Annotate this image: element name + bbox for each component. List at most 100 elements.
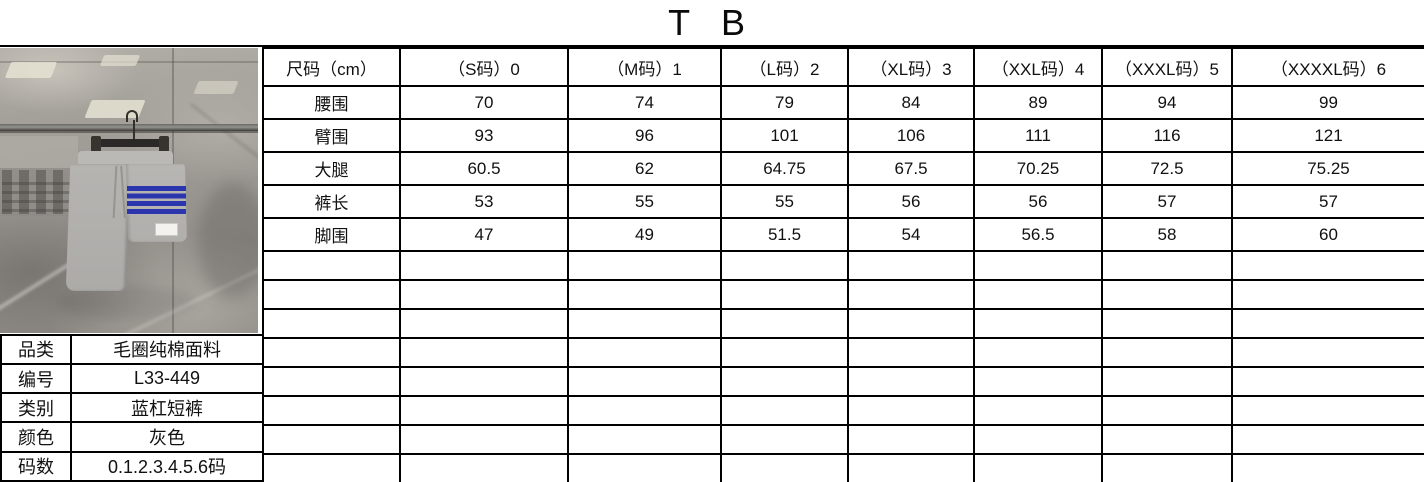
measure-label: 脚围	[262, 217, 401, 252]
info-label: 颜色	[0, 421, 72, 453]
blue-stripes	[127, 186, 186, 215]
size-value-cell: 70	[399, 85, 569, 120]
size-value-cell: 94	[1101, 85, 1233, 120]
page-title: T B	[668, 1, 756, 43]
size-value-cell: 121	[1231, 118, 1424, 153]
empty-cell	[1101, 366, 1233, 397]
info-value: 蓝杠短裤	[70, 392, 264, 424]
empty-cell	[720, 395, 849, 426]
size-column-header: （L码）2	[720, 47, 849, 87]
empty-cell	[973, 337, 1103, 368]
empty-row	[262, 308, 1424, 339]
size-value-cell: 47	[399, 217, 569, 252]
empty-cell	[567, 424, 722, 455]
empty-cell	[567, 308, 722, 339]
info-label: 编号	[0, 362, 72, 395]
size-value-cell: 93	[399, 118, 569, 153]
empty-cell	[847, 453, 975, 482]
empty-cell	[973, 308, 1103, 339]
empty-cell	[720, 424, 849, 455]
empty-cell	[847, 308, 975, 339]
care-label	[155, 223, 178, 236]
size-value-cell: 56.5	[973, 217, 1103, 252]
empty-row	[262, 424, 1424, 455]
empty-cell	[847, 395, 975, 426]
product-info-table: 品类 毛圈纯棉面料 编号 L33-449 类别 蓝杠短裤 颜色 灰色 码数 0.1.2.3.4.5…	[0, 333, 264, 482]
empty-cell	[973, 250, 1103, 281]
clothes-rail	[0, 124, 258, 131]
size-value-cell: 106	[847, 118, 975, 153]
size-value-cell: 62	[567, 151, 722, 186]
size-value-cell: 101	[720, 118, 849, 153]
empty-cell	[973, 424, 1103, 455]
measurement-row: 裤长 53 55 55 56 56 57 57	[262, 184, 1424, 219]
product-photo	[0, 48, 258, 333]
empty-cell	[973, 395, 1103, 426]
empty-cell	[847, 424, 975, 455]
size-value-cell: 56	[973, 184, 1103, 219]
empty-cell	[262, 279, 401, 310]
measurement-row: 脚围 47 49 51.5 54 56.5 58 60	[262, 217, 1424, 252]
empty-cell	[567, 395, 722, 426]
size-value-cell: 89	[973, 85, 1103, 120]
info-label: 码数	[0, 450, 72, 482]
size-value-cell: 57	[1101, 184, 1233, 219]
hanger-clip	[159, 136, 169, 152]
size-value-cell: 60	[1231, 217, 1424, 252]
ceiling-light-reflection	[4, 62, 58, 78]
size-value-cell: 74	[567, 85, 722, 120]
building-silhouette	[2, 170, 74, 214]
size-column-header: （XXXXL码）6	[1231, 47, 1424, 87]
size-value-cell: 79	[720, 85, 849, 120]
empty-cell	[1231, 279, 1424, 310]
info-value: 0.1.2.3.4.5.6码	[70, 450, 264, 482]
measurement-row: 大腿 60.5 62 64.75 67.5 70.25 72.5 75.25	[262, 151, 1424, 186]
shorts-waistband	[78, 151, 173, 166]
marble-vein	[190, 103, 258, 179]
empty-cell	[1101, 250, 1233, 281]
empty-cell	[847, 337, 975, 368]
empty-cell	[262, 250, 401, 281]
empty-cell	[847, 250, 975, 281]
empty-cell	[399, 366, 569, 397]
empty-cell	[1101, 308, 1233, 339]
marble-shade	[198, 183, 258, 298]
empty-cell	[720, 366, 849, 397]
empty-cell	[262, 424, 401, 455]
size-header-row: 尺码（cm） （S码）0 （M码）1 （L码）2 （XL码）3 （XXL码）4 （XXXL码…	[262, 47, 1424, 87]
size-value-cell: 60.5	[399, 151, 569, 186]
empty-cell	[1231, 424, 1424, 455]
size-value-cell: 70.25	[973, 151, 1103, 186]
size-value-cell: 53	[399, 184, 569, 219]
size-column-header: （S码）0	[399, 47, 569, 87]
measure-label: 腰围	[262, 85, 401, 120]
empty-cell	[1101, 279, 1233, 310]
size-value-cell: 49	[567, 217, 722, 252]
empty-cell	[720, 279, 849, 310]
size-value-cell: 75.25	[1231, 151, 1424, 186]
empty-cell	[720, 453, 849, 482]
empty-cell	[973, 453, 1103, 482]
empty-row	[262, 279, 1424, 310]
empty-cell	[567, 366, 722, 397]
size-value-cell: 96	[567, 118, 722, 153]
empty-cell	[567, 279, 722, 310]
empty-cell	[262, 366, 401, 397]
building-floors	[2, 182, 74, 214]
empty-cell	[262, 395, 401, 426]
empty-cell	[399, 337, 569, 368]
size-value-cell: 57	[1231, 184, 1424, 219]
shorts-shadow	[56, 286, 196, 320]
empty-cell	[1231, 250, 1424, 281]
size-value-cell: 54	[847, 217, 975, 252]
title-bar: T B	[0, 0, 1424, 45]
empty-row	[262, 337, 1424, 368]
empty-cell	[262, 453, 401, 482]
measure-label: 裤长	[262, 184, 401, 219]
size-value-cell: 72.5	[1101, 151, 1233, 186]
measurement-row: 臂围 93 96 101 106 111 116 121	[262, 118, 1424, 153]
hanger-hook-stem	[133, 120, 135, 141]
empty-cell	[262, 337, 401, 368]
size-value-cell: 55	[720, 184, 849, 219]
empty-row	[262, 395, 1424, 426]
